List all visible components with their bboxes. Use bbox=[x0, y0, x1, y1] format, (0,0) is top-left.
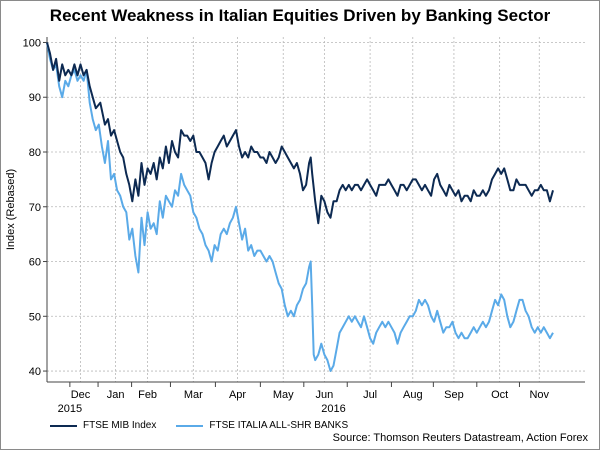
legend-label-banks: FTSE ITALIA ALL-SHR BANKS bbox=[209, 420, 349, 431]
x-tick-label: Sep bbox=[444, 389, 464, 401]
y-tick-label: 90 bbox=[29, 92, 41, 104]
y-tick-label: 40 bbox=[29, 366, 41, 378]
legend-swatch-banks bbox=[176, 424, 204, 427]
x-tick-label: Apr bbox=[229, 389, 246, 401]
legend-swatch-ftse-mib bbox=[50, 424, 77, 427]
chart-title: Recent Weakness in Italian Equities Driv… bbox=[49, 6, 551, 25]
x-tick-label: Aug bbox=[403, 389, 423, 401]
x-year-label: 2015 bbox=[58, 403, 82, 415]
legend-label-ftse-mib: FTSE MIB Index bbox=[83, 420, 157, 431]
x-tick-label: Jul bbox=[363, 389, 377, 401]
series-line-ftse-mib bbox=[46, 42, 554, 225]
x-tick-label: May bbox=[273, 389, 294, 401]
x-year-label: 2016 bbox=[321, 403, 345, 415]
y-axis-title: Index (Rebased) bbox=[5, 169, 17, 250]
y-tick-label: 60 bbox=[29, 257, 41, 269]
y-tick-label: 100 bbox=[23, 37, 41, 49]
y-tick-label: 70 bbox=[29, 202, 41, 214]
x-tick-label: Nov bbox=[529, 389, 549, 401]
legend-item-banks: FTSE ITALIA ALL-SHR BANKS bbox=[176, 420, 348, 431]
x-tick-label: Oct bbox=[491, 389, 508, 401]
x-tick-label: Jun bbox=[316, 389, 334, 401]
x-tick-label: Feb bbox=[138, 389, 157, 401]
series-line-banks bbox=[46, 42, 554, 372]
legend-item-ftse-mib: FTSE MIB Index bbox=[50, 420, 156, 431]
x-tick-label: Dec bbox=[71, 389, 91, 401]
x-tick-label: Mar bbox=[184, 389, 203, 401]
y-tick-label: 50 bbox=[29, 311, 41, 323]
y-tick-label: 80 bbox=[29, 147, 41, 159]
x-tick-label: Jan bbox=[107, 389, 125, 401]
chart-legend: FTSE MIB Index FTSE ITALIA ALL-SHR BANKS bbox=[50, 420, 368, 431]
source-note: Source: Thomson Reuters Datastream, Acti… bbox=[332, 432, 588, 444]
